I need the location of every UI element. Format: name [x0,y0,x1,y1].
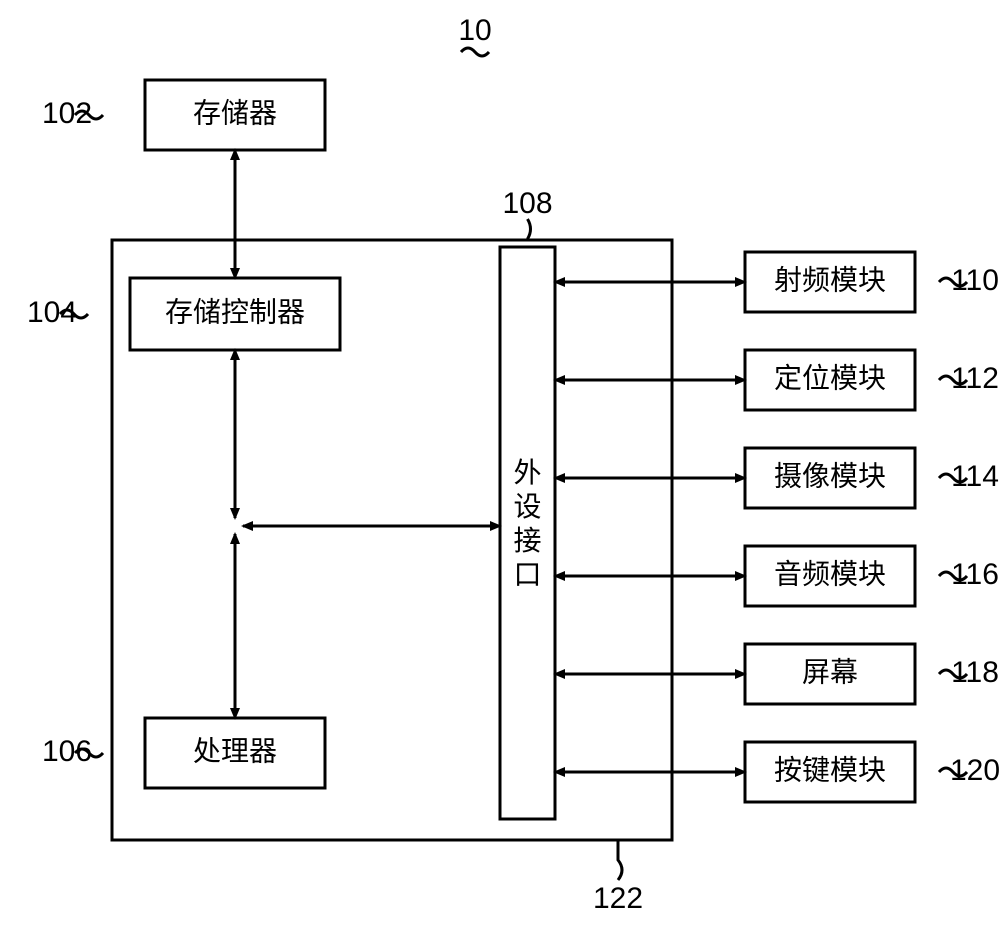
ref-102: 102 [42,97,92,130]
ref-104: 104 [27,296,77,329]
label-rf: 射频模块 [774,264,886,295]
ref-120: 120 [950,754,1000,787]
ref-112: 112 [951,362,999,395]
label-mem_ctrl: 存储控制器 [165,296,305,327]
ref-118: 118 [951,656,999,689]
label-pos: 定位模块 [774,362,886,393]
lead-122 [618,840,622,880]
ref-110: 110 [951,264,999,297]
label-audio: 音频模块 [774,558,886,589]
label-key: 按键模块 [774,754,886,785]
ref-116: 116 [951,558,999,591]
ref-10: 10 [458,14,491,47]
label-screen: 屏幕 [802,656,858,687]
label-cam: 摄像模块 [774,460,886,491]
ref-108: 108 [502,187,552,220]
ref-122: 122 [593,882,643,915]
label-memory: 存储器 [193,97,277,128]
label-processor: 处理器 [193,735,277,766]
ref-106: 106 [42,735,92,768]
block-diagram: 10存储器102存储控制器104处理器106外设接口108射频模块110定位模块… [0,0,1000,942]
ref-114: 114 [951,460,999,493]
